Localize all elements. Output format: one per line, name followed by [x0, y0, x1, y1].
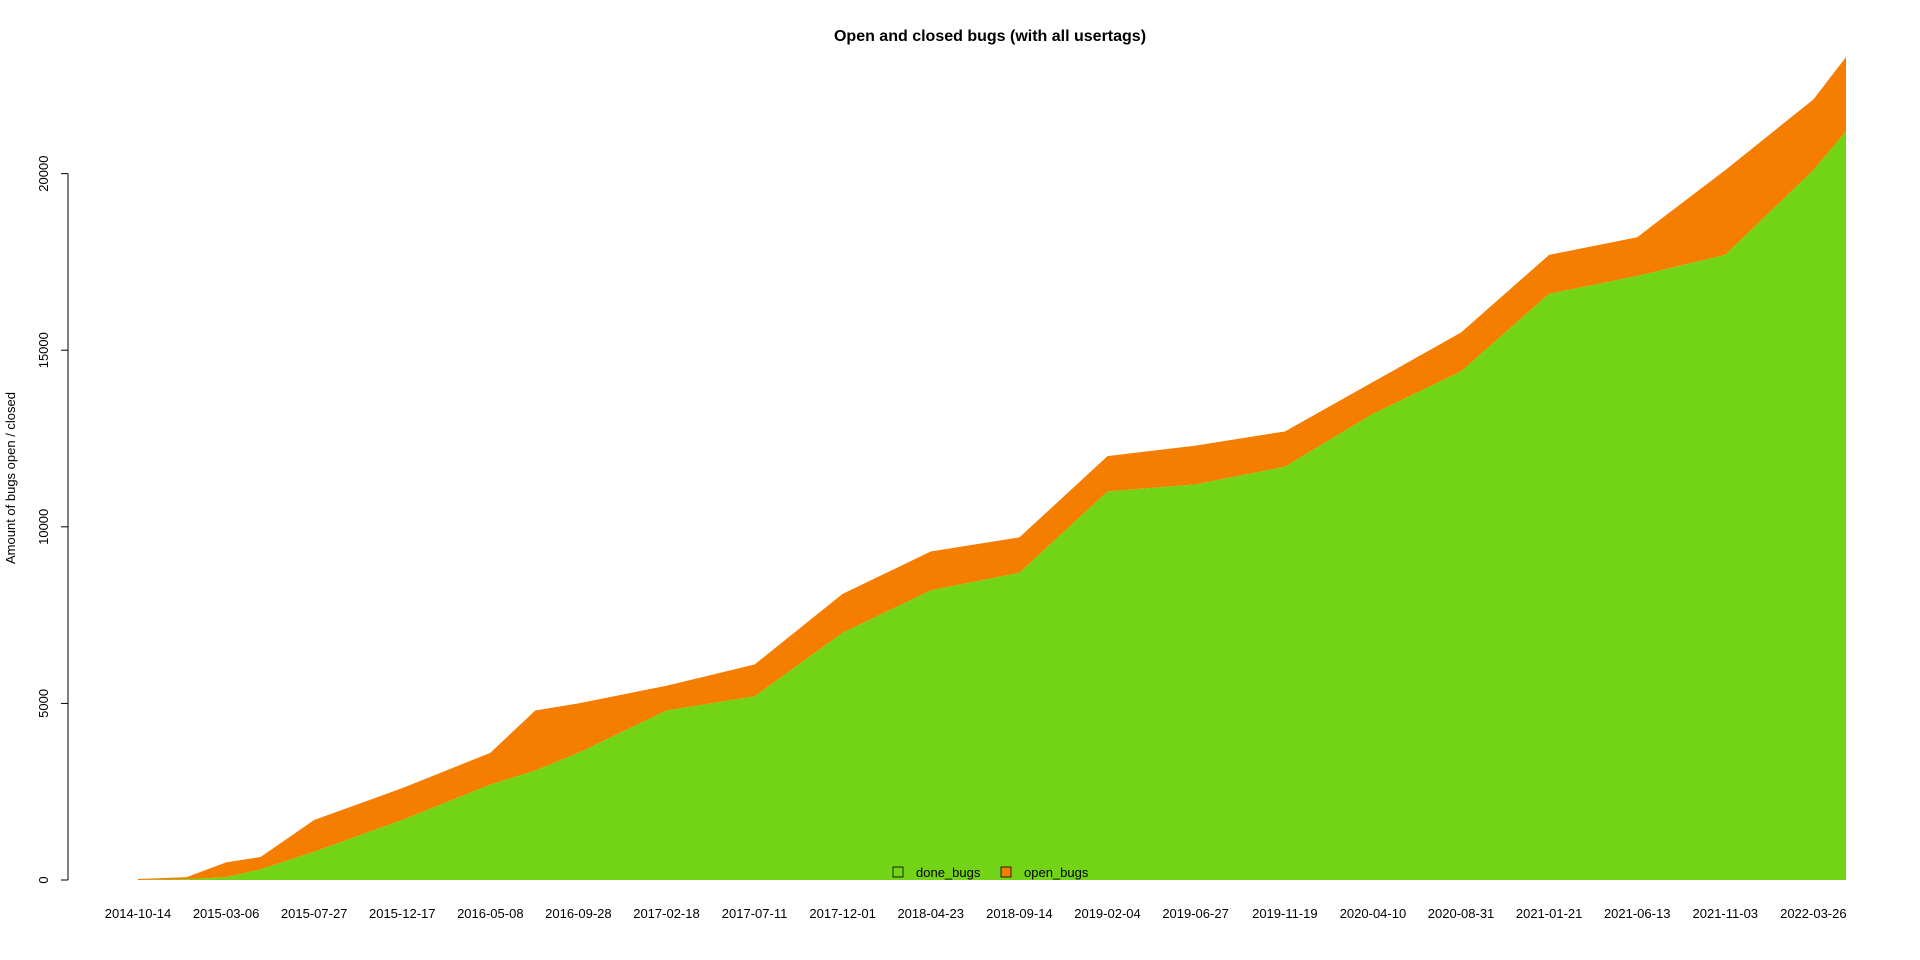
legend-swatch-done-bugs [892, 866, 904, 878]
x-axis: 2014-10-14 2015-03-06 2015-07-27 2015-12-17… [105, 906, 1847, 921]
x-tick-label: 2021-11-03 [1693, 906, 1759, 921]
x-tick-label: 2020-08-31 [1428, 906, 1495, 921]
x-tick-label: 2018-09-14 [986, 906, 1053, 921]
legend-swatch-open-bugs [1000, 866, 1012, 878]
y-tick-label: 20000 [36, 156, 51, 192]
x-tick-label: 2021-01-21 [1516, 906, 1583, 921]
x-tick-label: 2019-11-19 [1252, 906, 1318, 921]
y-axis: 0 5000 10000 15000 20000 [36, 156, 69, 884]
legend: done_bugs open_bugs [892, 865, 1089, 880]
x-tick-label: 2018-04-23 [897, 906, 964, 921]
legend-label-open-bugs: open_bugs [1024, 865, 1089, 880]
x-tick-label: 2019-02-04 [1074, 906, 1141, 921]
x-tick-label: 2022-03-26 [1780, 906, 1847, 921]
y-tick-label: 5000 [36, 689, 51, 718]
x-tick-label: 2020-04-10 [1340, 906, 1407, 921]
x-tick-label: 2016-09-28 [545, 906, 612, 921]
y-tick-label: 15000 [36, 332, 51, 368]
x-tick-label: 2015-12-17 [369, 906, 436, 921]
plot-areas [138, 57, 1846, 881]
x-tick-label: 2014-10-14 [105, 906, 172, 921]
legend-label-done-bugs: done_bugs [916, 865, 981, 880]
y-axis-label: Amount of bugs open / closed [3, 392, 18, 564]
y-tick-label: 10000 [36, 509, 51, 545]
chart-title: Open and closed bugs (with all usertags) [834, 28, 1146, 45]
x-tick-label: 2017-07-11 [722, 906, 788, 921]
x-tick-label: 2017-12-01 [809, 906, 876, 921]
x-tick-label: 2021-06-13 [1604, 906, 1671, 921]
x-tick-label: 2015-03-06 [193, 906, 260, 921]
x-tick-label: 2017-02-18 [633, 906, 700, 921]
x-tick-label: 2015-07-27 [281, 906, 348, 921]
y-tick-label: 0 [36, 876, 51, 883]
area-done-bugs [138, 131, 1846, 881]
x-tick-label: 2019-06-27 [1162, 906, 1229, 921]
x-tick-label: 2016-05-08 [457, 906, 524, 921]
